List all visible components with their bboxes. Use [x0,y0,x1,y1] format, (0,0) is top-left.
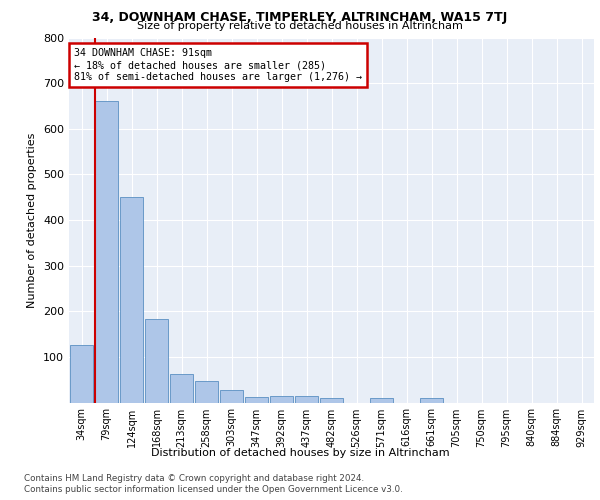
Bar [245,397,268,402]
Text: Contains HM Land Registry data © Crown copyright and database right 2024.: Contains HM Land Registry data © Crown c… [24,474,364,483]
Bar [95,102,118,403]
Bar [145,319,168,402]
Text: 34, DOWNHAM CHASE, TIMPERLEY, ALTRINCHAM, WA15 7TJ: 34, DOWNHAM CHASE, TIMPERLEY, ALTRINCHAM… [92,11,508,24]
Bar [295,396,318,402]
Bar [120,197,143,402]
Text: Size of property relative to detached houses in Altrincham: Size of property relative to detached ho… [137,21,463,31]
Text: 34 DOWNHAM CHASE: 91sqm
← 18% of detached houses are smaller (285)
81% of semi-d: 34 DOWNHAM CHASE: 91sqm ← 18% of detache… [74,48,362,82]
Bar [420,398,443,402]
Bar [170,374,193,402]
Bar [320,398,343,402]
Bar [195,381,218,402]
Y-axis label: Number of detached properties: Number of detached properties [28,132,37,308]
Bar [370,398,393,402]
Text: Distribution of detached houses by size in Altrincham: Distribution of detached houses by size … [151,448,449,458]
Bar [270,396,293,402]
Bar [70,346,93,403]
Text: Contains public sector information licensed under the Open Government Licence v3: Contains public sector information licen… [24,485,403,494]
Bar [220,390,243,402]
